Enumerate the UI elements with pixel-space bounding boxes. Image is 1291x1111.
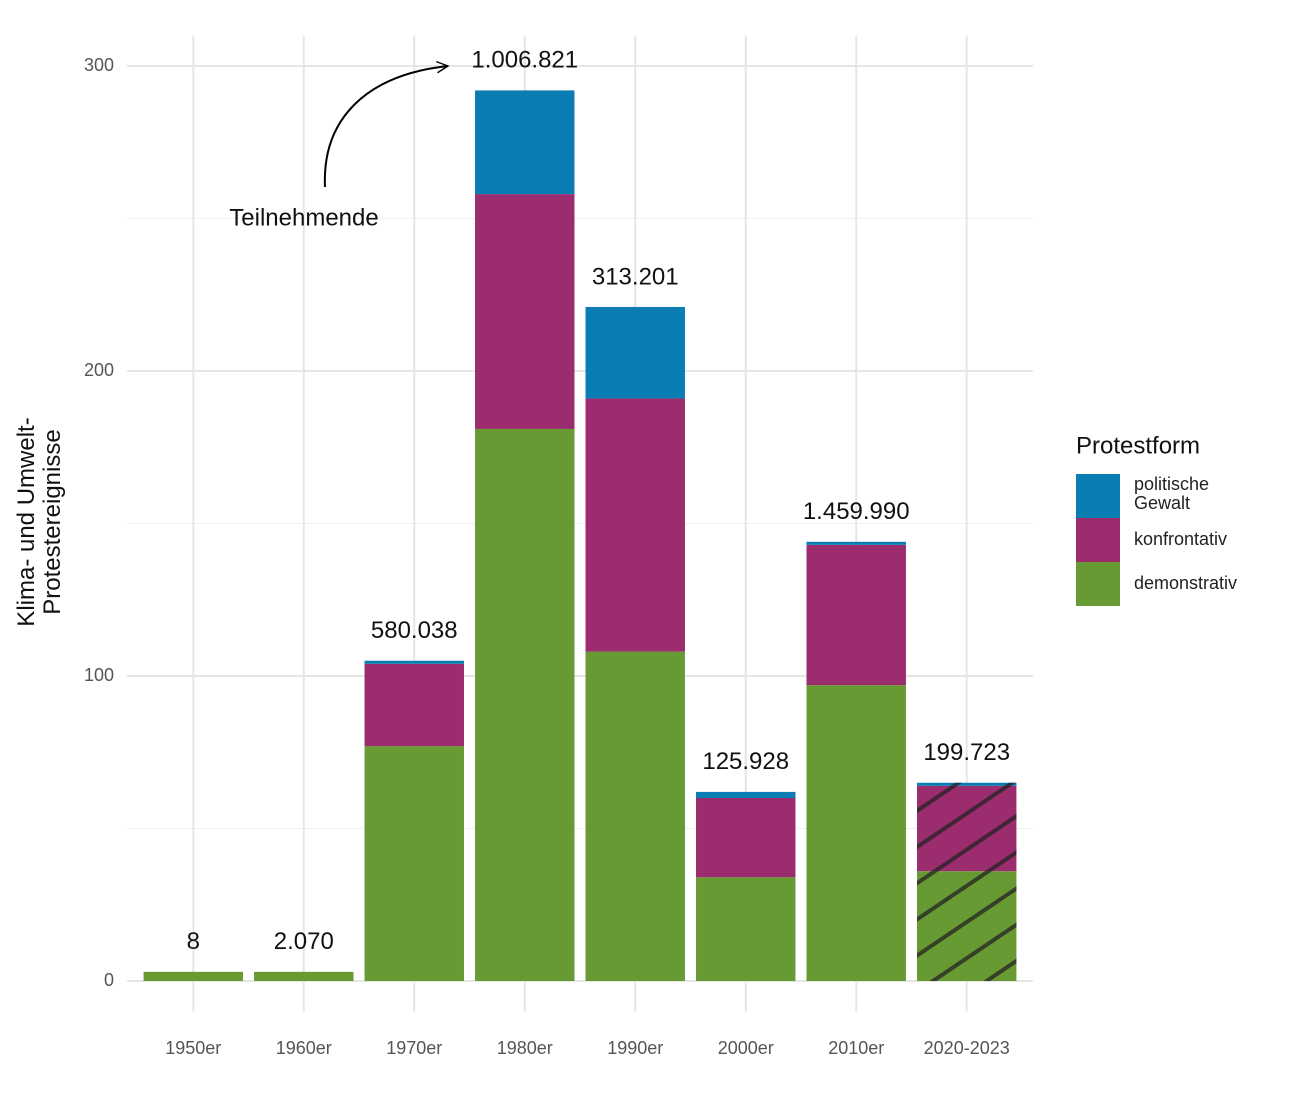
bar-segment bbox=[806, 544, 906, 686]
y-axis-label: Klima- und Umwelt-Protestereignisse bbox=[13, 417, 66, 626]
bar-segment bbox=[364, 660, 464, 664]
participant-label: 8 bbox=[187, 928, 200, 955]
hatch-overlay bbox=[916, 782, 1017, 981]
legend-swatch bbox=[1076, 518, 1120, 562]
x-tick-label: 2010er bbox=[828, 1038, 884, 1058]
x-tick-label: 2020-2023 bbox=[924, 1038, 1010, 1058]
legend-swatch bbox=[1076, 562, 1120, 606]
legend-title: Protestform bbox=[1076, 432, 1200, 459]
participant-label: 199.723 bbox=[923, 739, 1010, 766]
labels: 0 100 200 300 1950er 8 1960er 2.070 1970er 580.03… bbox=[84, 47, 1010, 1058]
legend-label: demonstrativ bbox=[1134, 573, 1237, 593]
y-tick-label: 0 bbox=[104, 970, 114, 990]
legend-label: politische Gewalt bbox=[1134, 474, 1209, 513]
bar-segment bbox=[585, 398, 685, 652]
bar-segment bbox=[143, 971, 244, 981]
y-tick-label: 300 bbox=[84, 55, 114, 75]
bar-segment bbox=[585, 651, 685, 981]
participant-label: 1.006.821 bbox=[471, 47, 578, 74]
bar-segment bbox=[806, 541, 906, 545]
participant-label: 313.201 bbox=[592, 263, 679, 290]
bar-segment bbox=[475, 428, 575, 981]
bar-segment bbox=[364, 663, 464, 747]
bar-segment bbox=[696, 877, 796, 981]
bar-segment bbox=[254, 971, 354, 981]
bar-segment bbox=[806, 685, 906, 981]
x-tick-label: 1980er bbox=[497, 1038, 553, 1058]
bar-segment bbox=[364, 746, 464, 981]
bar-segment bbox=[696, 791, 796, 798]
bar-segment bbox=[696, 798, 796, 878]
participant-label: 1.459.990 bbox=[803, 498, 910, 525]
annotation-arrow bbox=[323, 66, 448, 188]
bar-segment bbox=[475, 194, 575, 429]
x-tick-label: 1990er bbox=[607, 1038, 663, 1058]
bar-segment bbox=[475, 90, 575, 195]
bars bbox=[143, 90, 1017, 981]
x-tick-label: 1970er bbox=[386, 1038, 442, 1058]
legend-swatch bbox=[1076, 474, 1120, 518]
participant-label: 580.038 bbox=[371, 617, 458, 644]
x-tick-label: 1960er bbox=[276, 1038, 332, 1058]
x-tick-label: 1950er bbox=[165, 1038, 221, 1058]
participant-label: 125.928 bbox=[702, 748, 789, 775]
bar-segment bbox=[585, 306, 685, 399]
annotation: Teilnehmende bbox=[229, 204, 378, 231]
legend-label: konfrontativ bbox=[1134, 529, 1227, 549]
participant-label: 2.070 bbox=[274, 928, 334, 955]
x-tick-label: 2000er bbox=[718, 1038, 774, 1058]
y-tick-label: 100 bbox=[84, 665, 114, 685]
y-tick-label: 200 bbox=[84, 360, 114, 380]
